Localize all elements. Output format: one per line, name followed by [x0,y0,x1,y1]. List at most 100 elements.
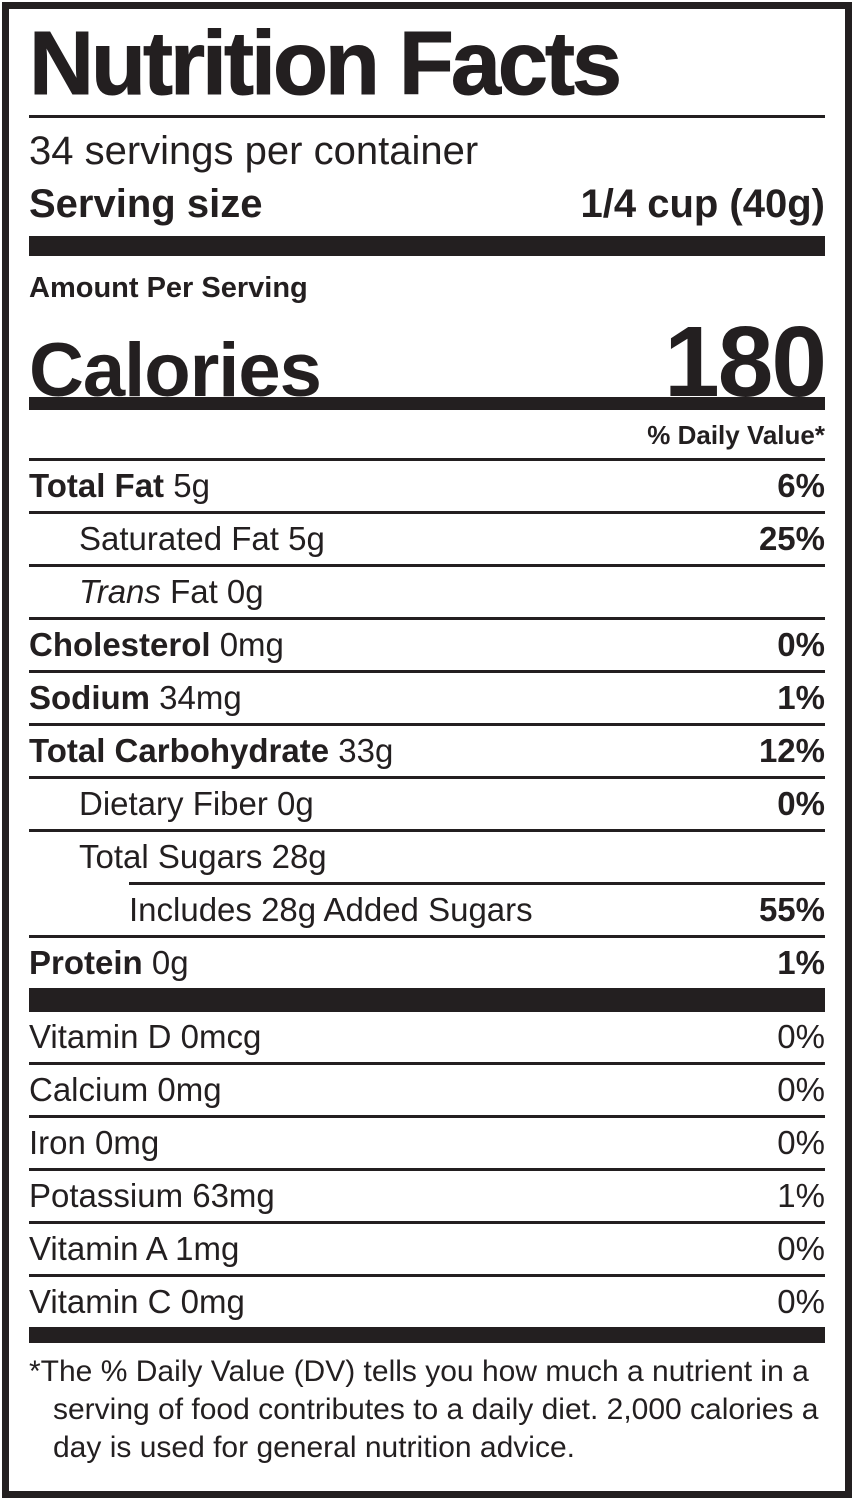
daily-value-percent: 0% [777,1283,825,1321]
nutrient-name-segment: 0mg [219,626,284,664]
nutrient-name: Saturated Fat 5g [29,520,325,558]
nutrient-name-segment: Protein [29,944,152,982]
nutrient-row: Vitamin D 0mcg 0% [29,1012,825,1062]
nutrient-name-segment: 5g [173,467,210,505]
nutrient-row: Calcium 0mg 0% [29,1065,825,1115]
row-separator [29,670,825,674]
amount-per-serving-label: Amount Per Serving [29,272,308,305]
nutrient-name-segment: Vitamin A 1mg [29,1230,240,1268]
nutrient-row: Potassium 63mg 1% [29,1171,825,1221]
label-title: Nutrition Facts [29,14,623,114]
nutrient-row: Trans Fat 0g [29,567,825,617]
nutrient-name-segment: Saturated Fat 5g [79,520,325,558]
nutrient-name-segment: Sodium [29,679,160,717]
nutrient-row: Vitamin A 1mg 0% [29,1224,825,1274]
nutrient-name: Potassium 63mg [29,1177,275,1215]
nutrient-name-segment: Total Fat [29,467,174,505]
nutrient-name: Total Fat 5g [29,467,210,505]
servings-per-container: 34 servings per container [29,129,479,174]
nutrient-name-segment: Fat 0g [160,573,264,611]
row-separator [29,1115,825,1119]
protein-bar [29,988,825,1013]
daily-value-percent: 0% [777,1230,825,1268]
nutrient-name: Vitamin A 1mg [29,1230,239,1268]
calories-bar [29,397,825,411]
nutrient-row: Dietary Fiber 0g 0% [29,779,825,829]
nutrient-name-segment: Includes 28g Added Sugars [129,891,533,929]
nutrient-row: Iron 0mg 0% [29,1118,825,1168]
nutrient-name: Sodium 34mg [29,679,242,717]
nutrient-name-segment: 33g [338,732,394,770]
nutrient-name-segment: Total Sugars 28g [79,838,327,876]
nutrient-row: Saturated Fat 5g 25% [29,514,825,564]
nutrient-name: Cholesterol 0mg [29,626,284,664]
nutrient-row: Cholesterol 0mg 0% [29,620,825,670]
row-separator [129,882,825,886]
section-bar-thick [29,236,825,257]
row-separator [29,511,825,515]
daily-value-percent: 0% [777,626,825,664]
serving-size-label: Serving size [29,182,263,227]
daily-value-percent: 1% [777,1177,825,1215]
row-separator [29,564,825,568]
nutrient-name: Calcium 0mg [29,1071,222,1109]
daily-value-header: % Daily Value* [29,410,825,462]
nutrient-name: Dietary Fiber 0g [29,785,314,823]
footnote-bar [29,1327,825,1344]
nutrient-name: Vitamin C 0mg [29,1283,245,1321]
row-separator [29,776,825,780]
nutrient-name-segment: Dietary Fiber 0g [79,785,314,823]
nutrient-name: Iron 0mg [29,1124,159,1162]
daily-value-percent: 0% [777,1018,825,1056]
row-separator [29,1274,825,1278]
row-separator [29,723,825,727]
nutrient-row: Total Carbohydrate 33g 12% [29,726,825,776]
nutrient-name: Total Sugars 28g [29,838,327,876]
nutrient-name-segment: Vitamin D 0mcg [29,1018,262,1056]
vitamin-rows-section: Vitamin D 0mcg 0% Calcium 0mg 0% Iron 0mg 0% P… [29,1012,825,1327]
nutrient-row: Protein 0g 1% [29,938,825,988]
daily-value-percent: 6% [777,467,825,505]
row-separator [29,617,825,621]
nutrient-row: Sodium 34mg 1% [29,673,825,723]
calories-row: Calories 180 [29,305,827,418]
nutrient-name-segment: 34mg [159,679,242,717]
nutrient-name-segment: Iron 0mg [29,1124,160,1162]
row-separator [29,829,825,833]
nutrient-row: Vitamin C 0mg 0% [29,1277,825,1327]
nutrient-name: Includes 28g Added Sugars [29,891,533,929]
daily-value-percent: 1% [777,679,825,717]
nutrient-name-segment: Trans [79,573,161,611]
daily-value-percent: 55% [758,891,825,929]
row-separator [29,1221,825,1225]
nutrient-row: Includes 28g Added Sugars 55% [29,885,825,935]
daily-value-percent: 0% [777,1071,825,1109]
nutrient-row: Total Sugars 28g [29,832,825,882]
daily-value-percent: 12% [758,732,825,770]
row-separator [29,1062,825,1066]
nutrient-name: Protein 0g [29,944,189,982]
nutrient-name-segment: Calcium 0mg [29,1071,222,1109]
nutrient-name: Total Carbohydrate 33g [29,732,393,770]
title-divider [29,115,825,119]
row-separator [29,1168,825,1172]
nutrient-name-segment: Vitamin C 0mg [29,1283,245,1321]
serving-size-row: Serving size 1/4 cup (40g) [29,178,825,230]
daily-value-percent: 0% [777,1124,825,1162]
nutrient-name: Vitamin D 0mcg [29,1018,261,1056]
daily-value-percent: 1% [777,944,825,982]
nutrient-row: Total Fat 5g 6% [29,461,825,511]
row-separator [29,935,825,939]
nutrient-name-segment: 0g [151,944,189,982]
nutrient-rows-section: Total Fat 5g 6% Saturated Fat 5g 25% Trans F… [29,461,825,988]
daily-value-footnote: *The % Daily Value (DV) tells you how mu… [29,1355,819,1465]
daily-value-percent: 0% [777,785,825,823]
daily-value-percent: 25% [758,520,825,558]
nutrient-name-segment: Total Carbohydrate [29,732,339,770]
nutrient-name-segment: Potassium 63mg [29,1177,275,1215]
serving-size-value: 1/4 cup (40g) [580,182,825,227]
nutrient-name: Trans Fat 0g [29,573,264,611]
nutrient-name-segment: Cholesterol [29,626,220,664]
